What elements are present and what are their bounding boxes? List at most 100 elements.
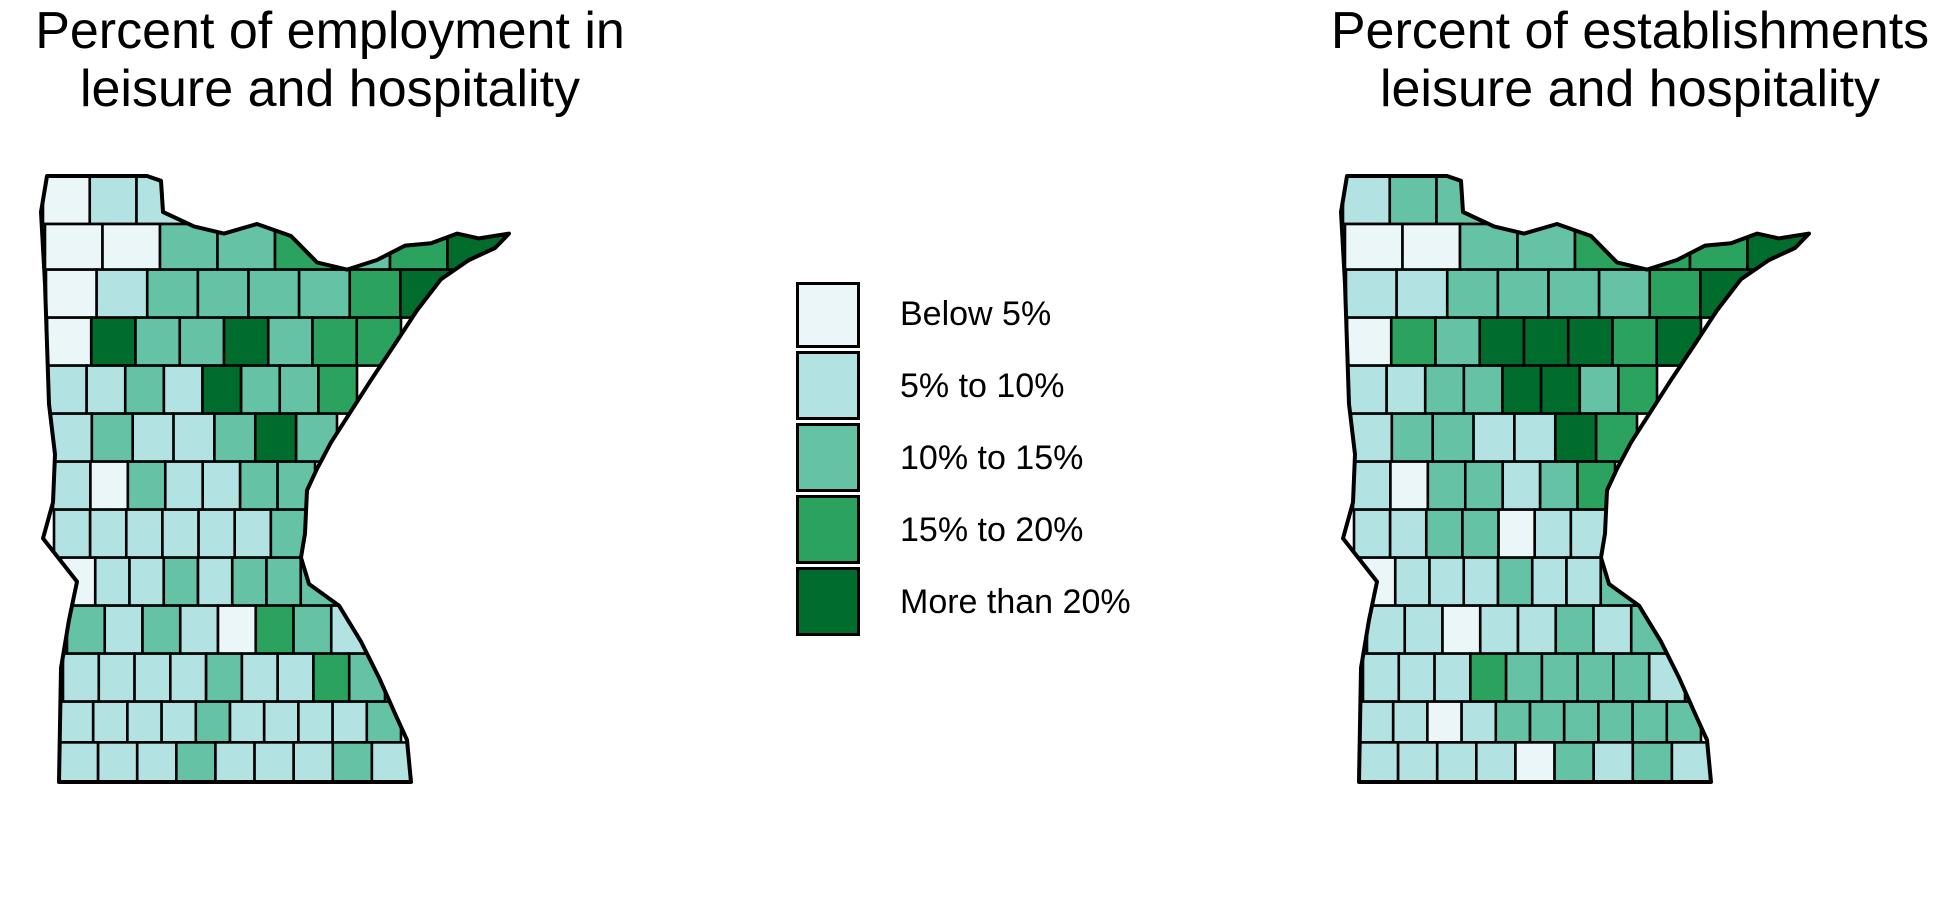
state-outline [39, 174, 511, 784]
county [1475, 741, 1517, 782]
county [365, 700, 403, 744]
county [49, 412, 94, 463]
county [1592, 741, 1635, 782]
county [88, 176, 138, 226]
county [1554, 604, 1595, 655]
establishments-choropleth-map [1339, 174, 1811, 784]
legend-label: Below 5% [900, 295, 1052, 333]
county [265, 556, 303, 607]
county [90, 412, 135, 463]
county [128, 556, 166, 607]
county [175, 741, 217, 782]
county [44, 268, 98, 319]
county [1514, 741, 1556, 782]
county [253, 412, 298, 463]
county [1497, 508, 1537, 559]
county [311, 316, 359, 367]
county [57, 700, 95, 744]
county [1344, 268, 1398, 319]
employment-map-title: Percent of employment in leisure and hos… [0, 2, 660, 118]
county [233, 508, 273, 559]
county [1403, 604, 1444, 655]
county [1343, 222, 1404, 271]
county [134, 316, 182, 367]
county [1435, 741, 1478, 782]
county [1597, 268, 1652, 319]
county [1345, 316, 1393, 367]
county [1401, 222, 1462, 271]
county [57, 741, 100, 782]
county [213, 412, 257, 463]
county [1478, 604, 1520, 655]
county [1397, 652, 1436, 703]
county [1617, 364, 1659, 415]
establishments-map-title: Percent of establishments leisure and ho… [1300, 2, 1950, 118]
county [181, 176, 232, 226]
county [1423, 364, 1466, 415]
county [216, 604, 258, 655]
county [95, 268, 149, 319]
county [228, 700, 266, 744]
county [1496, 268, 1550, 319]
county [46, 364, 88, 415]
county [204, 652, 244, 703]
county [254, 604, 295, 655]
county [292, 741, 335, 782]
employment-map-title-line-2: leisure and hospitality [79, 60, 581, 118]
county [297, 268, 352, 319]
county [1424, 508, 1464, 559]
county [238, 460, 279, 511]
county [1553, 412, 1598, 463]
county [368, 176, 419, 226]
legend-label: More than 20% [900, 583, 1131, 621]
county [1389, 460, 1430, 511]
county [247, 268, 301, 319]
employment-map-title-line-1: Percent of employment in [35, 2, 625, 60]
county [348, 268, 402, 319]
county [1434, 316, 1482, 367]
county [178, 604, 220, 655]
county [89, 316, 137, 367]
county [196, 556, 234, 607]
county-group [1341, 176, 1807, 782]
county [1648, 268, 1702, 319]
county [65, 604, 107, 655]
county [1481, 176, 1532, 226]
legend-swatch [796, 567, 860, 636]
legend-swatch [796, 495, 860, 564]
county [196, 268, 250, 319]
county [161, 508, 200, 559]
county [1522, 316, 1570, 367]
county [169, 652, 208, 703]
county [266, 316, 314, 367]
county [1357, 700, 1395, 744]
county [194, 700, 232, 744]
county [1388, 176, 1438, 226]
county [317, 364, 359, 415]
county [1462, 556, 1500, 607]
state-outline [1339, 174, 1811, 784]
county [52, 508, 92, 559]
county [1562, 700, 1600, 744]
county [262, 700, 300, 744]
county [1469, 652, 1508, 703]
county [331, 222, 392, 271]
county [278, 364, 320, 415]
county [1530, 556, 1568, 607]
establishments-map-title-line-1: Percent of establishments [1330, 2, 1930, 60]
county-group [41, 176, 507, 782]
county [1504, 652, 1544, 703]
county [101, 222, 162, 271]
county [1516, 604, 1558, 655]
county [1393, 556, 1431, 607]
establishments-map-title-line-2: leisure and hospitality [1379, 60, 1881, 118]
county [1341, 176, 1392, 226]
county [1388, 508, 1428, 559]
county [294, 412, 339, 463]
county [1578, 364, 1620, 415]
county [1431, 412, 1475, 463]
county [1538, 460, 1579, 511]
county [1390, 412, 1435, 463]
county [1513, 412, 1557, 463]
legend-label: 15% to 20% [900, 511, 1084, 549]
